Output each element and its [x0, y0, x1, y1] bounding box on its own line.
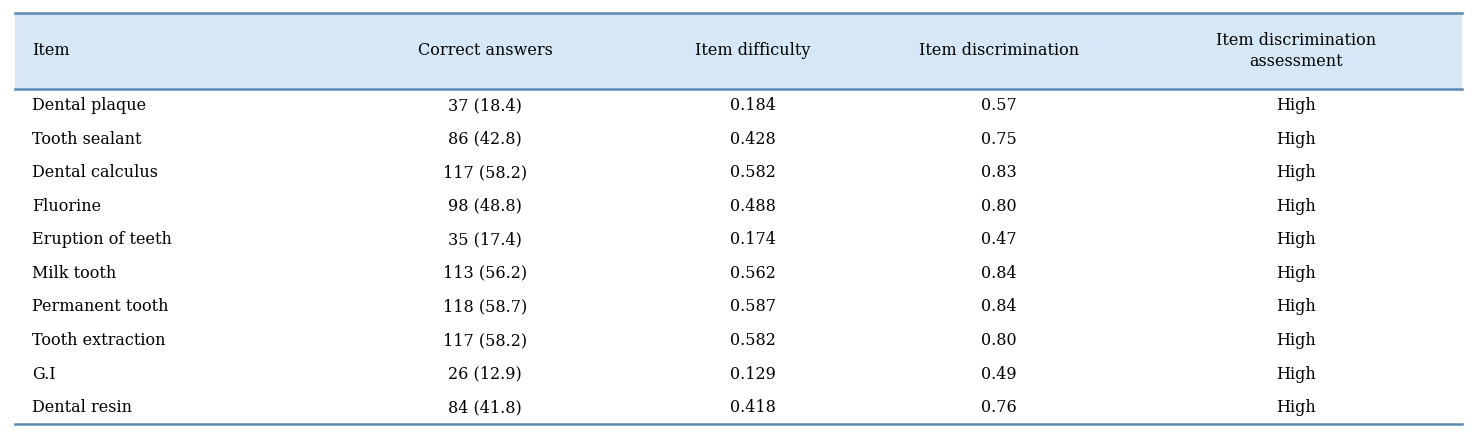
- Text: 0.47: 0.47: [981, 231, 1016, 248]
- Text: 0.184: 0.184: [730, 97, 775, 114]
- Text: 0.488: 0.488: [730, 198, 775, 215]
- Text: 0.428: 0.428: [730, 131, 775, 148]
- Text: 0.84: 0.84: [981, 298, 1016, 315]
- Text: G.I: G.I: [32, 365, 56, 382]
- Text: 0.174: 0.174: [730, 231, 775, 248]
- Text: 117 (58.2): 117 (58.2): [443, 332, 527, 349]
- Text: High: High: [1276, 265, 1316, 282]
- Text: High: High: [1276, 231, 1316, 248]
- Text: 26 (12.9): 26 (12.9): [449, 365, 521, 382]
- Text: 0.49: 0.49: [981, 365, 1016, 382]
- Text: 37 (18.4): 37 (18.4): [448, 97, 523, 114]
- Text: High: High: [1276, 198, 1316, 215]
- Text: 0.76: 0.76: [981, 399, 1018, 416]
- Text: High: High: [1276, 97, 1316, 114]
- Text: 35 (17.4): 35 (17.4): [448, 231, 523, 248]
- Text: 113 (56.2): 113 (56.2): [443, 265, 527, 282]
- Text: Correct answers: Correct answers: [418, 42, 552, 59]
- Text: 86 (42.8): 86 (42.8): [449, 131, 521, 148]
- Text: 118 (58.7): 118 (58.7): [443, 298, 527, 315]
- Text: 0.418: 0.418: [730, 399, 775, 416]
- Text: Dental resin: Dental resin: [32, 399, 133, 416]
- Text: 0.587: 0.587: [730, 298, 775, 315]
- Text: 117 (58.2): 117 (58.2): [443, 164, 527, 181]
- Text: 0.582: 0.582: [730, 164, 775, 181]
- Text: High: High: [1276, 164, 1316, 181]
- Text: Item: Item: [32, 42, 69, 59]
- Text: 0.57: 0.57: [981, 97, 1018, 114]
- Text: Permanent tooth: Permanent tooth: [32, 298, 168, 315]
- Text: 0.129: 0.129: [730, 365, 775, 382]
- Text: Dental calculus: Dental calculus: [32, 164, 158, 181]
- Text: 0.80: 0.80: [981, 332, 1016, 349]
- Text: Eruption of teeth: Eruption of teeth: [32, 231, 173, 248]
- Bar: [15, 13, 1462, 89]
- Text: 0.582: 0.582: [730, 332, 775, 349]
- Text: Tooth extraction: Tooth extraction: [32, 332, 165, 349]
- Text: Item discrimination: Item discrimination: [919, 42, 1080, 59]
- Text: 0.562: 0.562: [730, 265, 775, 282]
- Text: Milk tooth: Milk tooth: [32, 265, 117, 282]
- Text: 84 (41.8): 84 (41.8): [449, 399, 521, 416]
- Text: High: High: [1276, 332, 1316, 349]
- Text: High: High: [1276, 365, 1316, 382]
- Text: Dental plaque: Dental plaque: [32, 97, 146, 114]
- Text: High: High: [1276, 399, 1316, 416]
- Text: 0.83: 0.83: [981, 164, 1018, 181]
- Text: Fluorine: Fluorine: [32, 198, 102, 215]
- Text: Tooth sealant: Tooth sealant: [32, 131, 142, 148]
- Text: 0.80: 0.80: [981, 198, 1016, 215]
- Text: 98 (48.8): 98 (48.8): [448, 198, 523, 215]
- Text: Item discrimination
assessment: Item discrimination assessment: [1216, 32, 1377, 70]
- Text: 0.84: 0.84: [981, 265, 1016, 282]
- Text: Item difficulty: Item difficulty: [696, 42, 811, 59]
- Text: 0.75: 0.75: [981, 131, 1018, 148]
- Text: High: High: [1276, 131, 1316, 148]
- Text: High: High: [1276, 298, 1316, 315]
